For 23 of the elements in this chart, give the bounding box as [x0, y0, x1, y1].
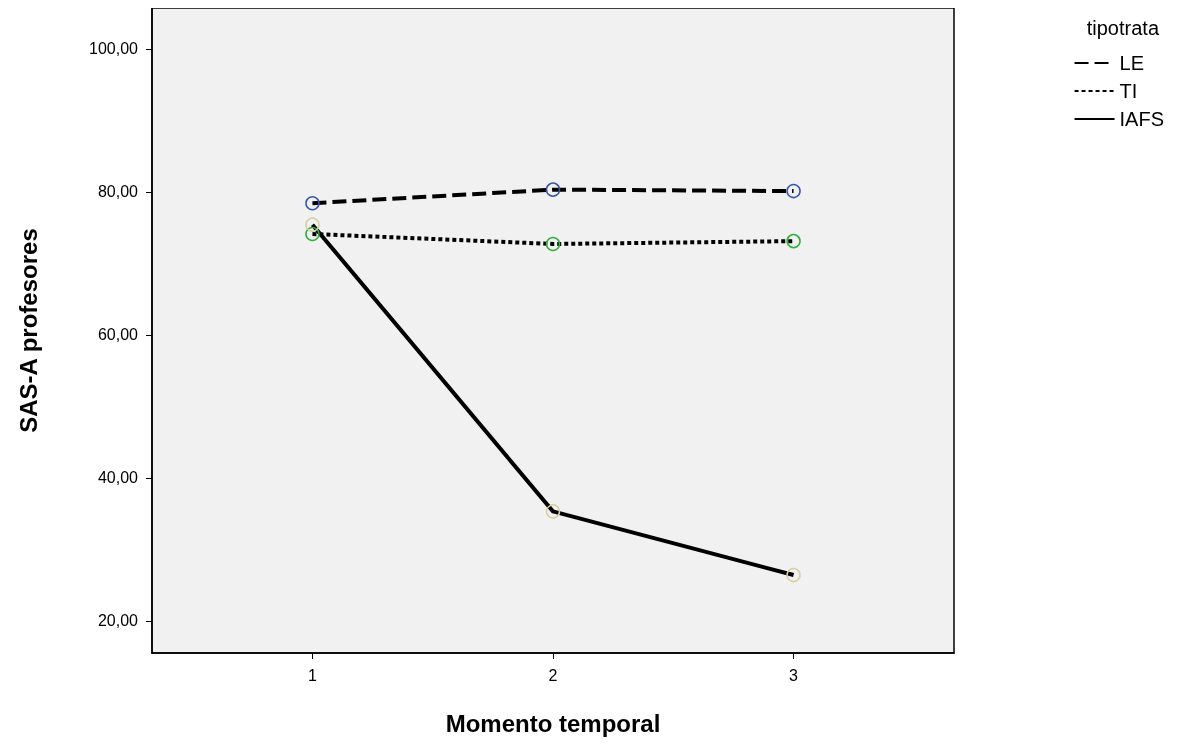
legend-label: IAFS — [1119, 108, 1164, 130]
point — [305, 217, 320, 232]
y-tick-label: 20,00 — [97, 612, 139, 630]
legend-label: TI — [1119, 80, 1138, 102]
point — [786, 233, 801, 249]
y-axis-title: SAS-A profesores — [14, 228, 42, 433]
point — [305, 226, 320, 242]
x-tick-label: 3 — [789, 666, 799, 684]
legend-label: LE — [1119, 52, 1145, 74]
point — [305, 195, 320, 211]
point — [786, 567, 801, 583]
x-axis-title: Momento temporal — [445, 709, 661, 737]
y-tick-label: 100,00 — [89, 40, 139, 58]
point — [545, 504, 561, 519]
y-tick-label: 80,00 — [97, 183, 139, 201]
point — [545, 182, 561, 197]
x-tick-label: 2 — [548, 666, 558, 684]
point — [786, 183, 801, 199]
legend-title: tipotrata — [1086, 17, 1160, 39]
x-tick-label: 1 — [307, 666, 317, 684]
y-tick-label: 40,00 — [97, 469, 139, 487]
y-tick-label: 60,00 — [97, 326, 139, 344]
point — [545, 236, 561, 252]
